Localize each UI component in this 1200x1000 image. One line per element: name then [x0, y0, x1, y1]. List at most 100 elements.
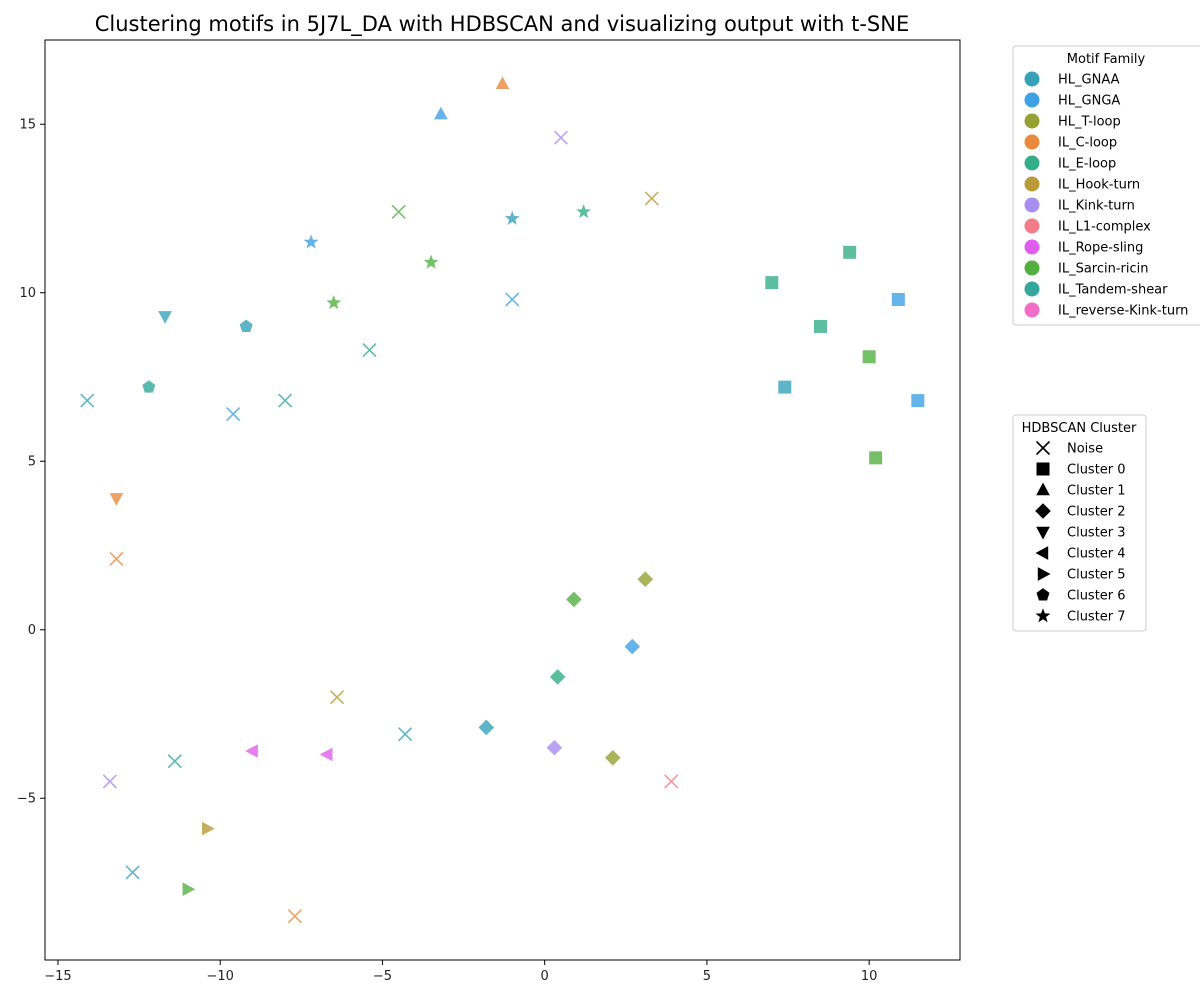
- legend-swatch: [1024, 281, 1040, 297]
- legend-title: Motif Family: [1067, 52, 1146, 67]
- legend-label: IL_Kink-turn: [1058, 199, 1135, 214]
- axis-ticks: −15 −10 −5 0 5 10 −5 0 5 10 15: [17, 118, 878, 984]
- data-point: [423, 254, 439, 269]
- legend-label: IL_L1-complex: [1058, 220, 1151, 235]
- data-point: [398, 727, 413, 742]
- data-point: [226, 407, 241, 422]
- data-point: [239, 319, 253, 332]
- chart-title: Clustering motifs in 5J7L_DA with HDBSCA…: [95, 12, 910, 37]
- legend-swatch: [1024, 302, 1040, 318]
- y-tick-label: 5: [28, 455, 36, 470]
- data-point: [329, 690, 345, 705]
- data-point: [505, 292, 520, 307]
- plot-frame: [44, 39, 961, 961]
- data-point: [326, 295, 342, 310]
- legend-label: HL_GNGA: [1058, 94, 1120, 109]
- data-point: [843, 245, 857, 259]
- data-point: [813, 319, 827, 333]
- data-point: [778, 380, 792, 394]
- legend-swatch: [1024, 176, 1040, 192]
- legend-swatch: [1036, 588, 1050, 601]
- data-point: [504, 210, 520, 225]
- data-point: [644, 191, 659, 206]
- x-tick-label: 5: [703, 969, 711, 984]
- legend-swatch: [1024, 218, 1040, 234]
- data-point: [911, 394, 925, 408]
- x-tick-label: −15: [44, 969, 71, 984]
- data-point: [605, 750, 621, 766]
- legend-swatch: [1036, 526, 1050, 540]
- data-point: [391, 204, 406, 219]
- data-point: [80, 393, 95, 408]
- legend-swatch: [1036, 462, 1050, 476]
- data-point: [434, 106, 448, 120]
- legend-swatch: [1035, 440, 1051, 456]
- legend-frame: [1012, 45, 1200, 326]
- plot-area: [45, 40, 960, 960]
- y-tick-label: −5: [17, 792, 36, 807]
- data-point: [546, 739, 563, 756]
- hdbscan-cluster-legend: HDBSCAN Cluster Noise Cluster 0 Cluster 1 Cl…: [1012, 414, 1147, 632]
- data-point: [566, 591, 582, 608]
- legend-swatch: [1024, 113, 1040, 129]
- legend-swatch: [1035, 503, 1051, 519]
- legend-label: Cluster 5: [1067, 568, 1126, 583]
- data-point: [362, 342, 377, 358]
- x-tick-label: 0: [541, 969, 549, 984]
- legend-swatch: [1024, 155, 1040, 171]
- data-point: [102, 774, 117, 789]
- motif-family-legend: Motif Family HL_GNAA HL_GNGA HL_T-loop IL_C-…: [1012, 45, 1200, 326]
- legend-label: IL_C-loop: [1058, 136, 1117, 151]
- legend-swatch: [1035, 608, 1051, 623]
- legend-swatch: [1024, 260, 1040, 276]
- data-point: [245, 744, 258, 758]
- legend-swatch: [1024, 239, 1040, 255]
- data-point: [637, 571, 654, 587]
- x-tick-label: −10: [206, 969, 233, 984]
- legend-label: Cluster 4: [1067, 547, 1126, 562]
- legend-swatch: [1024, 92, 1040, 108]
- x-tick-label: 10: [861, 969, 878, 984]
- legend-swatch: [1037, 567, 1051, 581]
- legend-label: IL_Rope-sling: [1058, 241, 1143, 256]
- data-point: [278, 393, 293, 408]
- data-point: [478, 719, 495, 736]
- data-point: [109, 493, 124, 506]
- data-point: [549, 669, 566, 685]
- data-point: [142, 380, 156, 393]
- data-point: [167, 754, 182, 769]
- legend-swatch: [1024, 71, 1040, 87]
- legend-label: HL_T-loop: [1058, 115, 1121, 130]
- data-point: [624, 638, 641, 655]
- legend-label: IL_Tandem-shear: [1058, 283, 1168, 298]
- data-point: [869, 451, 883, 465]
- y-tick-label: 15: [19, 118, 36, 133]
- y-tick-label: 10: [19, 286, 36, 301]
- data-point: [125, 865, 140, 880]
- data-point: [182, 882, 196, 897]
- legend-label: Cluster 3: [1067, 526, 1126, 541]
- data-point: [862, 350, 876, 364]
- legend-label: IL_reverse-Kink-turn: [1058, 304, 1188, 319]
- legend-label: Cluster 7: [1067, 610, 1126, 625]
- legend-label: Cluster 6: [1067, 589, 1126, 604]
- legend-label: IL_Sarcin-ricin: [1058, 262, 1149, 277]
- legend-label: IL_Hook-turn: [1058, 178, 1140, 193]
- data-point: [303, 234, 319, 249]
- x-tick-label: −5: [373, 969, 392, 984]
- legend-swatch: [1024, 197, 1040, 213]
- data-point: [765, 276, 779, 290]
- legend-label: Cluster 0: [1067, 463, 1126, 478]
- legend-title: HDBSCAN Cluster: [1022, 421, 1137, 436]
- data-point: [319, 747, 333, 762]
- legend-label: Noise: [1067, 442, 1103, 457]
- data-point: [202, 821, 215, 836]
- legend-label: IL_E-loop: [1058, 157, 1116, 172]
- data-point: [891, 292, 905, 306]
- data-point: [664, 774, 679, 789]
- legend-label: HL_GNAA: [1058, 73, 1120, 88]
- legend-swatch: [1035, 546, 1049, 560]
- data-points: [80, 76, 925, 924]
- data-point: [553, 130, 568, 145]
